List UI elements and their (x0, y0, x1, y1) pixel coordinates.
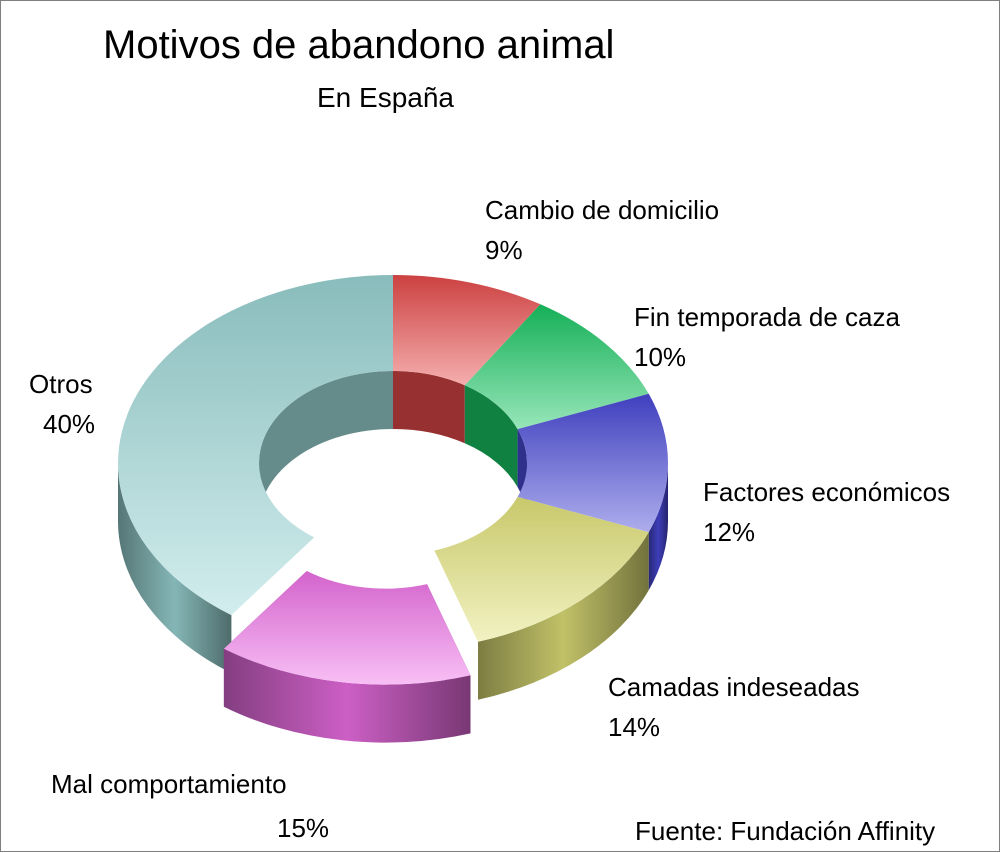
slice-label: Mal comportamiento (51, 769, 287, 799)
slice-value-label: 14% (608, 712, 660, 742)
slice-otros (118, 275, 393, 674)
slice-top (393, 275, 541, 386)
slice-value-label: 10% (634, 342, 686, 372)
slice-top (434, 496, 649, 642)
slice-top (223, 571, 471, 685)
slice-fin-temporada-de-caza (464, 304, 649, 488)
slice-value-label: 12% (703, 517, 755, 547)
chart-subtitle: En España (317, 82, 454, 113)
chart-title: Motivos de abandono animal (103, 23, 615, 67)
slice-cambio-de-domicilio (393, 275, 541, 444)
slice-inner-wall (464, 385, 518, 488)
slice-top (464, 304, 649, 430)
slice-value-label: 40% (43, 409, 95, 439)
slice-value-label: 9% (485, 235, 523, 265)
slice-label: Fin temporada de caza (634, 302, 900, 332)
chart-source: Fuente: Fundación Affinity (635, 816, 936, 846)
slices-layer (118, 275, 669, 743)
slice-outer-wall (223, 648, 471, 743)
slice-inner-wall (393, 371, 465, 444)
slice-outer-wall (478, 532, 649, 700)
slice-top (118, 275, 393, 616)
slice-mal-comportamiento (223, 571, 471, 743)
slice-label: Camadas indeseadas (608, 672, 860, 702)
slice-label: Otros (29, 369, 93, 399)
slice-inner-wall (259, 371, 393, 521)
slice-top (517, 393, 669, 533)
labels-layer: Cambio de domicilio 9% Fin temporada de ca… (29, 195, 950, 843)
slice-factores-econ-micos (517, 393, 669, 591)
slice-label: Factores económicos (703, 477, 950, 507)
slice-value-label: 15% (277, 813, 329, 843)
slice-camadas-indeseadas (434, 496, 649, 700)
slice-label: Cambio de domicilio (485, 195, 719, 225)
slice-outer-wall (118, 463, 232, 674)
slice-outer-wall (648, 463, 668, 591)
